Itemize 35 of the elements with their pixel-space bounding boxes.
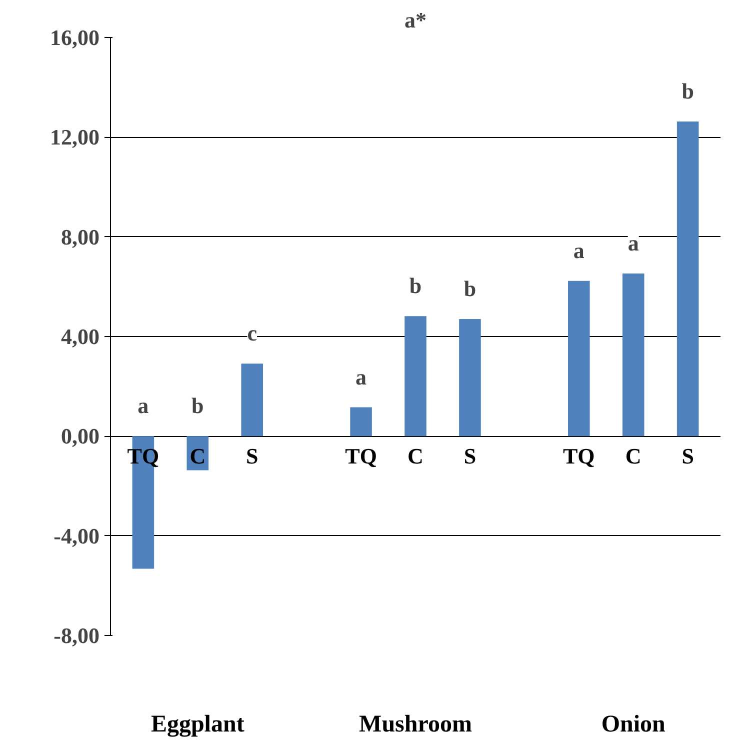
- x-tick-label: TQ: [563, 443, 595, 468]
- x-tick-label: S: [464, 443, 476, 468]
- data-label: a: [356, 364, 367, 390]
- y-tick-label: -8,00: [54, 623, 100, 648]
- y-tick-label: 12,00: [50, 124, 100, 150]
- y-tick-label: 0,00: [61, 424, 100, 449]
- data-label: b: [409, 273, 422, 298]
- data-label: a: [138, 393, 149, 418]
- data-label: a: [573, 238, 584, 263]
- bar: [459, 319, 481, 436]
- bar: [676, 121, 699, 436]
- text: Mushroom: [359, 712, 472, 738]
- data-label: b: [682, 78, 694, 104]
- bar: [241, 364, 263, 436]
- y-tick-label: 8,00: [61, 224, 100, 250]
- x-tick-label: S: [682, 443, 694, 468]
- bar: [404, 316, 426, 436]
- x-tick-label: C: [625, 443, 642, 468]
- x-tick-label: S: [246, 443, 258, 468]
- x-tick-label: TQ: [345, 443, 377, 468]
- data-label: b: [464, 276, 476, 302]
- data-label: b: [192, 393, 204, 418]
- x-tick-label: C: [408, 443, 424, 468]
- bar: [622, 273, 644, 436]
- text: Eggplant: [150, 712, 244, 738]
- data-label: a: [628, 230, 639, 256]
- chart-title: a*: [404, 8, 426, 32]
- text: Onion: [601, 712, 666, 738]
- bar: [350, 407, 372, 436]
- data-label: c: [247, 320, 258, 346]
- x-tick-label: C: [190, 443, 206, 468]
- y-tick-label: -4,00: [54, 523, 100, 548]
- bar: [568, 280, 590, 436]
- y-tick-label: 4,00: [61, 324, 100, 349]
- y-tick-label: 16,00: [50, 25, 100, 50]
